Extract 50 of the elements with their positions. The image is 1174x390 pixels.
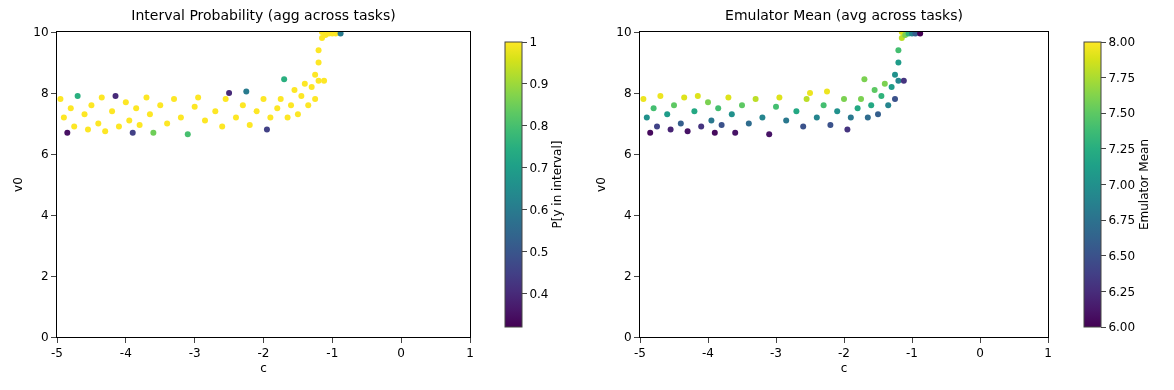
y-tick-label: 10 — [33, 25, 49, 40]
x-tick-label: -2 — [257, 346, 270, 361]
x-tick-label: 0 — [397, 346, 405, 361]
color-bar-label: 0.9 — [529, 77, 549, 92]
color-bar-label: 0.7 — [529, 160, 549, 175]
color-bar-title: Emulator Mean — [1137, 138, 1152, 231]
y-axis-title: v0 — [593, 177, 608, 192]
color-bar-label: 6.25 — [1108, 284, 1136, 299]
x-axis-title: c — [840, 361, 848, 376]
y-tick-label: 6 — [623, 147, 632, 162]
color-bar-label: 7.50 — [1108, 106, 1136, 121]
y-tick-label: 4 — [40, 208, 49, 223]
x-tick-label: -5 — [51, 346, 63, 361]
x-axis-title: c — [260, 361, 267, 376]
color-bar-label: 6.00 — [1108, 320, 1136, 335]
color-bar-label: 0.8 — [529, 119, 549, 134]
color-bar-label: 0.5 — [529, 244, 549, 259]
y-tick-label: 2 — [623, 269, 632, 284]
color-bar-label: 7.25 — [1108, 142, 1136, 157]
x-tick-label: -1 — [326, 346, 339, 361]
color-bar-label: 1 — [529, 35, 538, 50]
color-bar-title: P[y in interval] — [550, 140, 565, 229]
x-tick-label: -3 — [188, 346, 201, 361]
y-tick-label: 10 — [616, 25, 632, 40]
color-bar-label: 6.75 — [1108, 213, 1136, 228]
y-tick-label: 6 — [40, 147, 49, 162]
color-bar-label: 6.50 — [1108, 248, 1136, 263]
x-tick-label: 1 — [1044, 346, 1052, 361]
y-tick-label: 2 — [40, 269, 49, 284]
x-tick-label: 1 — [466, 346, 474, 361]
x-tick-label: -5 — [634, 346, 646, 361]
color-bar-label: 0.4 — [529, 286, 549, 301]
y-tick-label: 8 — [623, 86, 632, 101]
x-tick-label: -4 — [119, 346, 132, 361]
color-bar-label: 7.75 — [1108, 70, 1136, 85]
y-tick-label: 4 — [623, 208, 632, 223]
x-tick-label: -1 — [906, 346, 918, 361]
chart-title: Interval Probability (agg across tasks) — [131, 6, 396, 23]
y-tick-label: 8 — [40, 86, 49, 101]
x-tick-label: -3 — [770, 346, 782, 361]
y-tick-label: 0 — [623, 330, 632, 345]
y-tick-label: 0 — [40, 330, 49, 345]
chart-title: Emulator Mean (avg across tasks) — [725, 6, 963, 23]
x-tick-label: 0 — [976, 346, 984, 361]
color-bar-label: 8.00 — [1108, 35, 1136, 50]
x-tick-label: -2 — [838, 346, 850, 361]
x-tick-label: -4 — [702, 346, 714, 361]
color-bar-label: 7.00 — [1108, 177, 1136, 192]
color-bar-label: 0.6 — [529, 202, 549, 217]
y-axis-title: v0 — [10, 177, 25, 192]
